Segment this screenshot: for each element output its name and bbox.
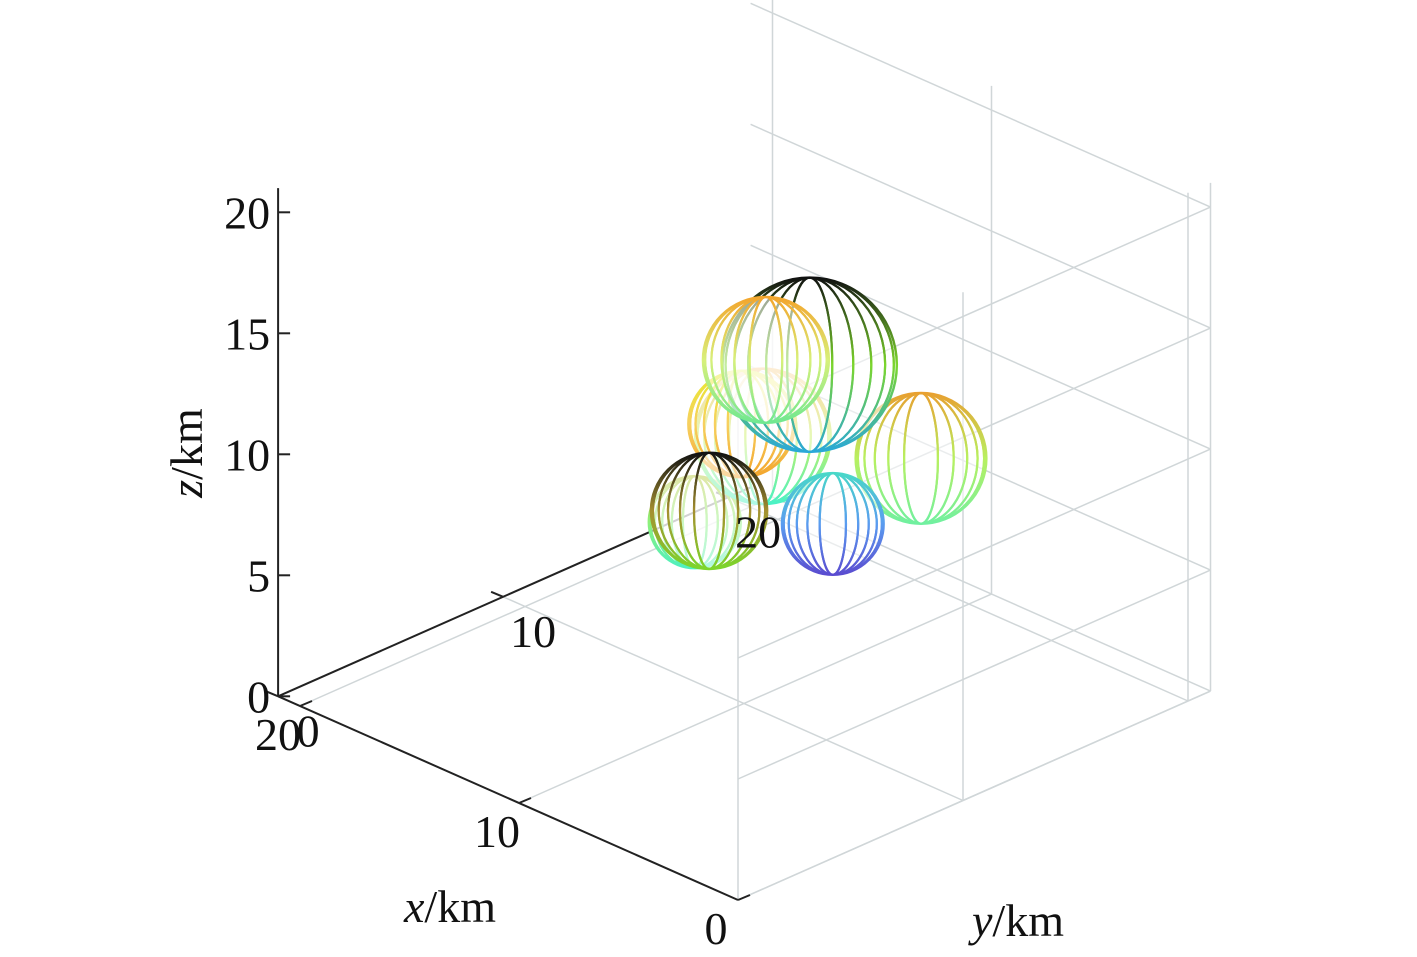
meridian-line — [818, 473, 848, 575]
sphere-outline — [701, 295, 831, 425]
meridian-line — [657, 452, 761, 569]
grid-line — [518, 593, 992, 804]
meridian-line — [710, 296, 822, 423]
meridian-line — [787, 473, 878, 575]
spheres — [647, 276, 988, 576]
z-tick-label: 10 — [224, 429, 270, 480]
grid-line — [737, 448, 1211, 659]
x-axis-label: x/km — [403, 881, 496, 932]
sphere-outline — [780, 471, 885, 576]
z-tick-label: 15 — [224, 308, 270, 359]
y-tick-label: 10 — [510, 606, 556, 657]
grid-line — [750, 123, 1211, 329]
meridian-line — [748, 296, 784, 423]
y-tick — [490, 590, 504, 598]
x-tick — [737, 894, 751, 901]
y-tick — [265, 690, 279, 698]
z-tick-label: 20 — [224, 187, 270, 238]
sphere-outline — [649, 451, 769, 571]
grid-line — [750, 2, 1211, 208]
grid-line — [737, 569, 1211, 780]
z-axis-label: z/km — [161, 408, 212, 499]
y-tick-label: 0 — [297, 705, 320, 756]
meridian-line — [704, 296, 828, 423]
meridian-line — [733, 296, 799, 423]
z-tick-label: 0 — [247, 671, 270, 722]
y-tick-label: 20 — [735, 506, 781, 557]
meridian-line — [651, 452, 767, 569]
x-tick — [518, 797, 532, 804]
grid-line — [502, 596, 964, 802]
x-tick — [299, 700, 313, 707]
meridian-line — [902, 393, 940, 524]
grid-line — [737, 690, 1211, 901]
meridian-line — [666, 452, 752, 569]
sphere-mesh — [702, 296, 829, 423]
meridian-line — [863, 393, 979, 524]
meridian-line — [887, 393, 955, 524]
meridian-line — [873, 393, 969, 524]
sphere — [854, 391, 988, 525]
y-axis-label: y/km — [968, 895, 1064, 946]
x-tick-label: 10 — [474, 806, 520, 857]
meridian-line — [795, 473, 870, 575]
meridian-line — [806, 473, 860, 575]
meridian-line — [692, 452, 726, 569]
meridian-line — [720, 296, 812, 423]
x-tick-label: 20 — [255, 709, 301, 760]
sphere — [780, 471, 885, 576]
x-axis-line — [277, 695, 739, 901]
sphere — [701, 295, 831, 425]
sphere — [649, 451, 769, 571]
meridian-line — [678, 452, 740, 569]
sphere-outline — [854, 391, 988, 525]
x-tick-label: 0 — [705, 903, 728, 954]
meridian-line — [856, 393, 986, 524]
meridian-line — [782, 473, 883, 575]
z-tick-label: 5 — [247, 550, 270, 601]
